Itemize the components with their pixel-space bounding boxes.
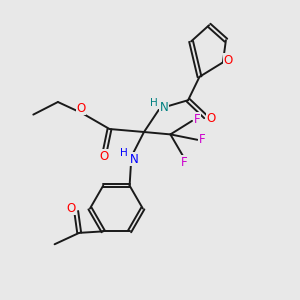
Text: N: N <box>129 152 138 166</box>
Text: H: H <box>150 98 158 109</box>
Text: O: O <box>76 101 85 115</box>
Text: H: H <box>120 148 128 158</box>
Text: F: F <box>181 155 188 169</box>
Text: O: O <box>66 202 75 215</box>
Text: N: N <box>160 101 169 114</box>
Text: O: O <box>100 149 109 163</box>
Text: O: O <box>206 112 215 125</box>
Text: F: F <box>194 113 200 126</box>
Text: F: F <box>199 133 206 146</box>
Text: O: O <box>224 53 233 67</box>
